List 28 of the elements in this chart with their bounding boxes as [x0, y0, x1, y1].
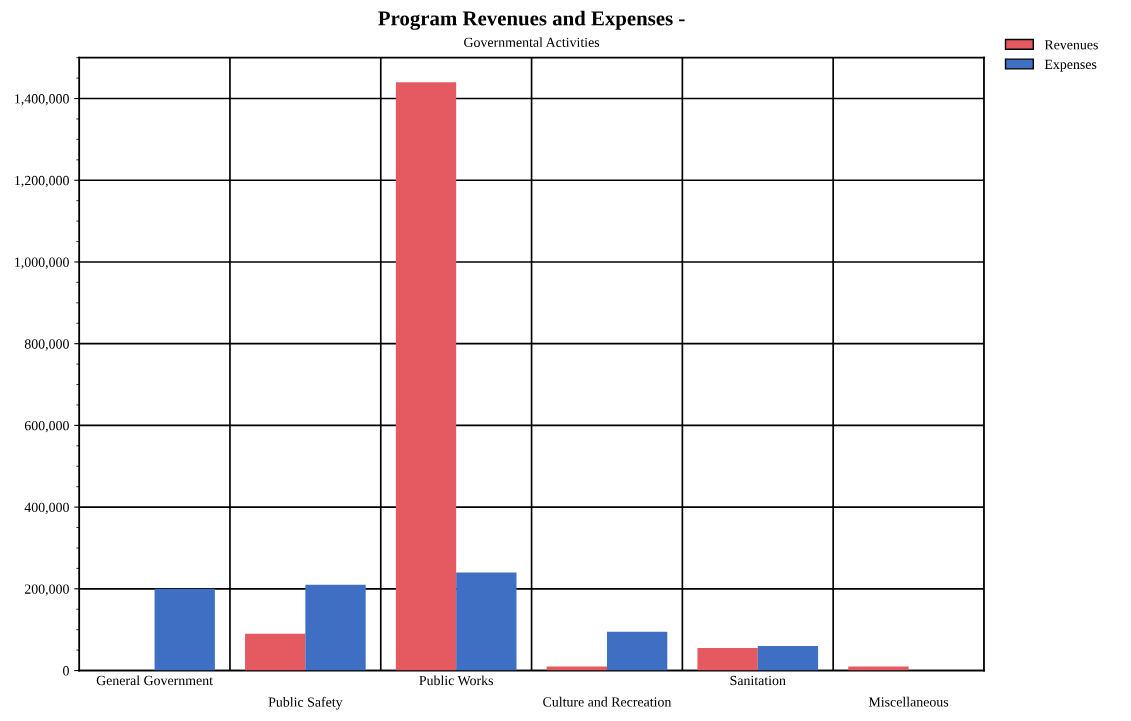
x-tick-label: General Government: [96, 675, 213, 686]
x-tick-label: Sanitation: [730, 675, 786, 686]
bar: [546, 666, 607, 671]
bar: [305, 584, 366, 671]
bar: [757, 646, 819, 671]
x-tick-label: Public Safety: [268, 696, 343, 710]
bar: [245, 633, 306, 671]
y-tick-label: 600,000: [24, 420, 69, 433]
bar: [606, 631, 668, 671]
y-tick-label: 1,400,000: [15, 94, 69, 106]
bar: [697, 648, 758, 671]
y-tick-label: 1,200,000: [15, 175, 69, 188]
y-tick-label: 800,000: [24, 339, 69, 351]
bar: [848, 666, 909, 671]
legend-label: Expenses: [1044, 59, 1097, 72]
y-tick-label: 200,000: [24, 584, 69, 596]
y-tick-label: 400,000: [24, 502, 69, 515]
bar: [395, 82, 457, 671]
legend-label: Revenues: [1044, 40, 1098, 50]
y-tick-label: 0: [63, 666, 69, 676]
x-tick-label: Miscellaneous: [868, 696, 949, 707]
y-tick-label: 1,000,000: [15, 257, 69, 269]
x-tick-label: Public Works: [419, 675, 493, 686]
chart-subtitle: Governmental Activities: [464, 37, 600, 47]
bar: [456, 572, 517, 671]
x-tick-label: Culture and Recreation: [543, 696, 672, 707]
bar: [154, 588, 215, 671]
chart-title: Program Revenues and Expenses -: [378, 10, 685, 30]
